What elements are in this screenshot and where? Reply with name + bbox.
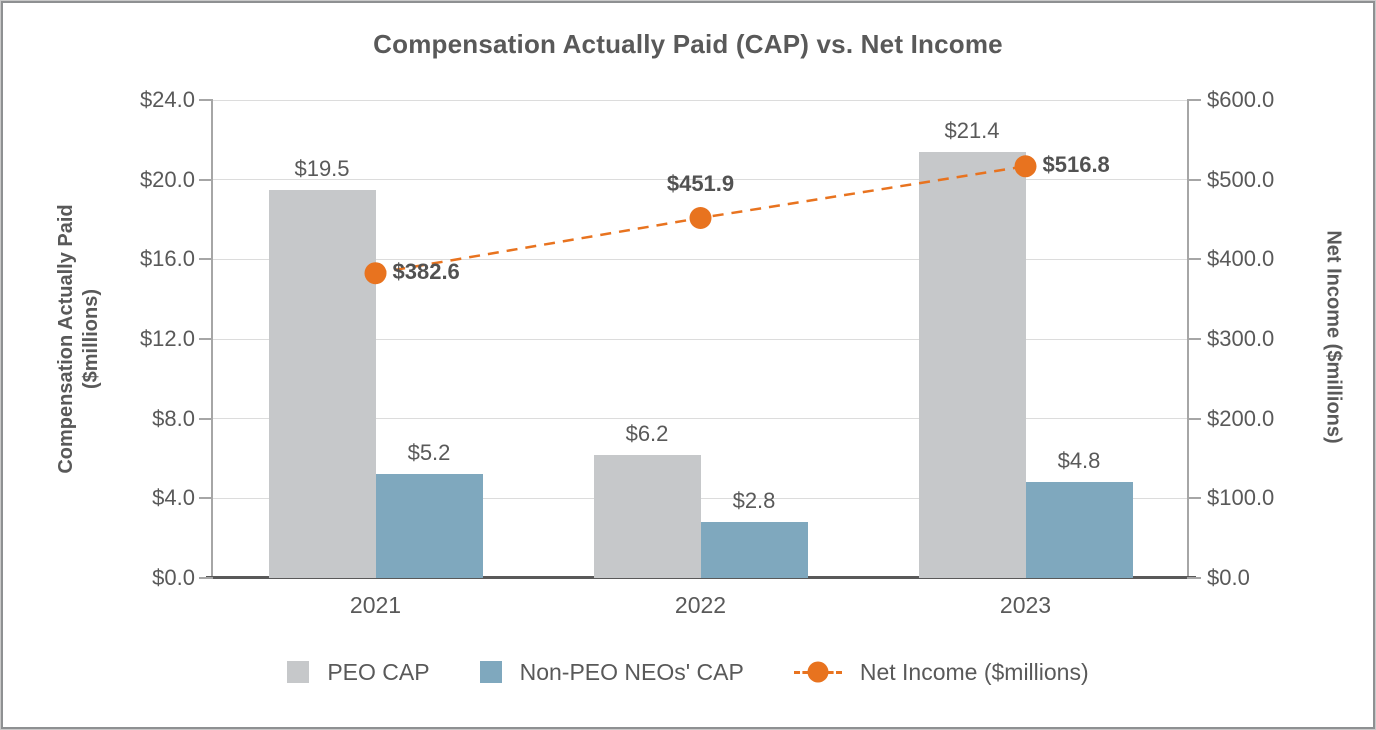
left-axis-tick-label: $12.0 [139,326,195,351]
left-axis-tick [199,258,213,261]
legend-line-marker-icon [793,661,842,683]
legend-item-net-income-millions: Net Income ($millions) [793,658,1089,686]
left-axis-tick-label: $4.0 [152,485,195,511]
left-axis-tick [199,178,213,181]
right-axis-tick-label: $600.0 [1207,87,1275,112]
left-axis-tick [199,99,213,101]
bar-peo-cap-2022 [593,454,701,578]
right-axis-tick-label: $300.0 [1207,326,1275,351]
left-axis-tick [199,577,213,579]
gridline [213,179,1188,181]
right-axis-tick [1187,577,1201,579]
left-axis-tick-label: $0.0 [152,565,195,590]
bar-value-label-non-peo-neos-cap-2022: $2.8 [732,488,776,514]
legend: PEO CAP Non-PEO NEOs' CAP Net Income ($mil… [3,649,1373,695]
legend-swatch-square [287,661,310,683]
right-axis-tick [1187,417,1201,420]
net-income-label-2022: $451.9 [666,170,735,196]
legend-label: Non-PEO NEOs' CAP [519,658,744,685]
net-income-line [364,155,1037,285]
right-axis-tick [1187,338,1201,340]
left-axis-tick [199,417,213,420]
left-axis-tick-label: $20.0 [139,166,195,192]
net-income-label-2021: $382.6 [392,259,460,285]
legend-item-peo-cap: PEO CAP [287,658,430,686]
bar-value-label-peo-cap-2022: $6.2 [625,420,669,446]
bar-value-label-non-peo-neos-cap-2023: $4.8 [1057,448,1101,474]
bar-value-label-peo-cap-2023: $21.4 [944,117,1000,143]
net-income-point-2023 [1014,155,1037,178]
legend-swatch-square [479,661,502,683]
left-axis-tick-label: $16.0 [139,246,195,272]
legend-label: Net Income ($millions) [859,658,1089,685]
gridline [213,258,1188,260]
legend-label: PEO CAP [327,658,430,685]
bar-peo-cap-2021 [268,189,376,578]
gridline [213,418,1188,420]
bar-non-peo-neos-cap-2023 [1025,482,1133,578]
left-axis-tick-label: $8.0 [152,405,195,431]
gridline [213,497,1188,499]
right-axis-tick-label: $100.0 [1207,485,1275,511]
right-axis-tick-label: $0.0 [1207,565,1250,590]
bar-non-peo-neos-cap-2022 [700,522,808,578]
right-axis-tick [1187,258,1201,261]
bar-non-peo-neos-cap-2021 [375,474,483,578]
chart-title: Compensation Actually Paid (CAP) vs. Net… [373,29,1003,59]
right-axis-tick-label: $200.0 [1207,405,1275,431]
bar-value-label-peo-cap-2021: $19.5 [294,155,350,181]
net-income-point-2021 [364,262,387,285]
net-income-label-2023: $516.8 [1042,152,1110,178]
right-axis-tick [1187,178,1201,181]
x-axis-label-2022: 2022 [674,592,727,618]
x-axis-label-2023: 2023 [999,592,1052,618]
right-axis-tick [1187,497,1201,500]
left-axis-tick-label: $24.0 [139,87,195,112]
bar-peo-cap-2023 [918,151,1026,578]
bar-value-label-non-peo-neos-cap-2021: $5.2 [407,440,451,466]
right-axis-tick-label: $400.0 [1207,246,1275,272]
legend-marker-dot [807,661,829,683]
plot-area: $19.5 $5.2 $6.2 $2.8 $21.4 $4.8 $382.6 $451.9 $5… [213,99,1188,578]
net-income-point-2022 [689,206,712,229]
legend-item-non-peo-neos-cap: Non-PEO NEOs' CAP [479,658,744,686]
x-axis-label-2021: 2021 [349,592,402,618]
gridline [213,99,1188,101]
right-axis-tick-label: $500.0 [1207,166,1275,192]
gridline [213,338,1188,340]
right-axis-tick [1187,99,1201,101]
left-axis-tick [199,497,213,500]
left-axis-tick [199,338,213,340]
